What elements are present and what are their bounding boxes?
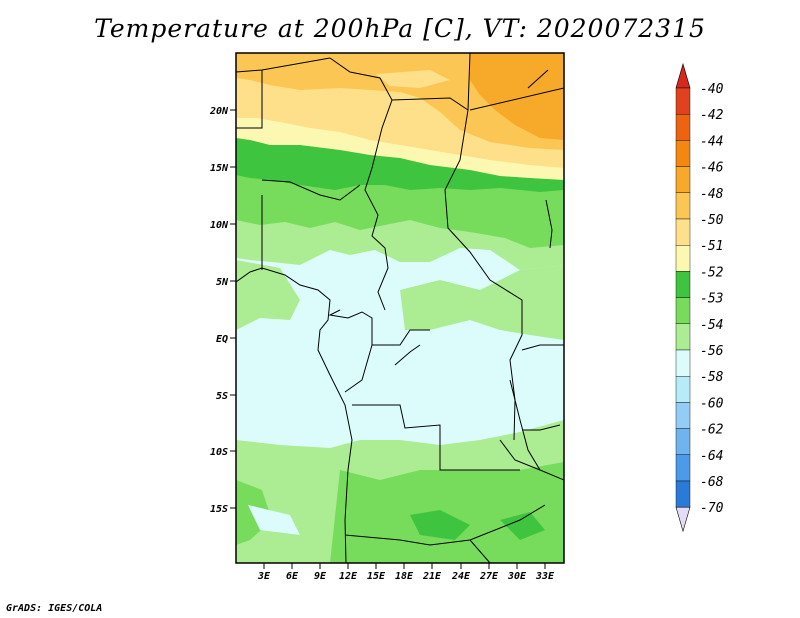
temperature-field: [236, 53, 564, 563]
colorbar-top-arrow: [675, 62, 691, 89]
lat-label: 10N: [210, 220, 229, 231]
lat-label: 20N: [209, 106, 229, 117]
lon-label: 33E: [535, 571, 555, 582]
lon-label: 6E: [286, 571, 299, 582]
lon-label: 18E: [395, 571, 414, 582]
colorbar-label: -54: [700, 318, 723, 333]
longitude-axis: 3E 6E 9E 12E 15E 18E 21E 24E 27E 30E 33E: [257, 563, 555, 582]
colorbar-swatch: [675, 349, 691, 377]
colorbar-label: -48: [700, 187, 724, 202]
colorbar: -40 -42 -44 -46 -48 -50 -51 -52 -53 -54 -56 -58 -60 -…: [675, 62, 724, 533]
country-borders: [236, 53, 564, 563]
credit-text: GrADS: IGES/COLA: [6, 603, 103, 614]
colorbar-label: -50: [700, 213, 724, 228]
colorbar-swatch: [675, 140, 691, 167]
colorbar-swatch: [675, 297, 691, 325]
colorbar-swatch: [675, 166, 691, 194]
lat-label: 10S: [210, 447, 228, 458]
colorbar-label: -44: [700, 134, 723, 149]
lat-label: 5N: [216, 277, 229, 288]
colorbar-swatch: [675, 480, 691, 508]
colorbar-swatch: [675, 402, 691, 429]
colorbar-label: -60: [700, 396, 724, 411]
lon-label: 12E: [339, 571, 358, 582]
chart-title: Temperature at 200hPa [C], VT: 202007231…: [94, 14, 706, 43]
colorbar-swatch: [675, 244, 691, 272]
lon-label: 30E: [507, 571, 527, 582]
lon-label: 15E: [367, 571, 386, 582]
colorbar-label: -53: [700, 292, 723, 307]
colorbar-swatch: [675, 218, 691, 246]
lat-label: EQ: [216, 334, 228, 345]
colorbar-label: -70: [700, 501, 724, 516]
colorbar-swatch: [675, 271, 691, 298]
colorbar-swatch: [675, 428, 691, 456]
lon-label: 24E: [451, 571, 471, 582]
colorbar-swatch: [675, 454, 691, 482]
lat-label: 15N: [210, 163, 229, 174]
latitude-axis: 20N 15N 10N 5N EQ 5S 10S 15S: [209, 106, 236, 515]
colorbar-label: -62: [700, 423, 724, 438]
colorbar-label: -42: [700, 108, 724, 123]
colorbar-label: -56: [700, 344, 724, 359]
colorbar-bottom-arrow: [675, 506, 691, 533]
lon-label: 9E: [314, 571, 327, 582]
colorbar-label: -40: [700, 82, 724, 97]
colorbar-label: -58: [700, 370, 724, 385]
colorbar-swatch: [675, 376, 691, 403]
colorbar-swatch: [675, 87, 691, 115]
colorbar-swatch: [675, 323, 691, 351]
colorbar-label: -68: [700, 475, 724, 490]
lon-label: 21E: [422, 571, 442, 582]
map-frame: [235, 52, 565, 564]
colorbar-label: -51: [700, 239, 723, 254]
lat-label: 5S: [216, 391, 228, 402]
lat-label: 15S: [210, 504, 228, 515]
colorbar-label: -46: [700, 161, 724, 176]
colorbar-label: -52: [700, 265, 724, 280]
colorbar-swatch: [675, 113, 691, 141]
colorbar-label: -64: [700, 449, 723, 464]
lon-label: 27E: [479, 571, 499, 582]
colorbar-swatch: [675, 192, 691, 220]
lon-label: 3E: [257, 571, 271, 582]
